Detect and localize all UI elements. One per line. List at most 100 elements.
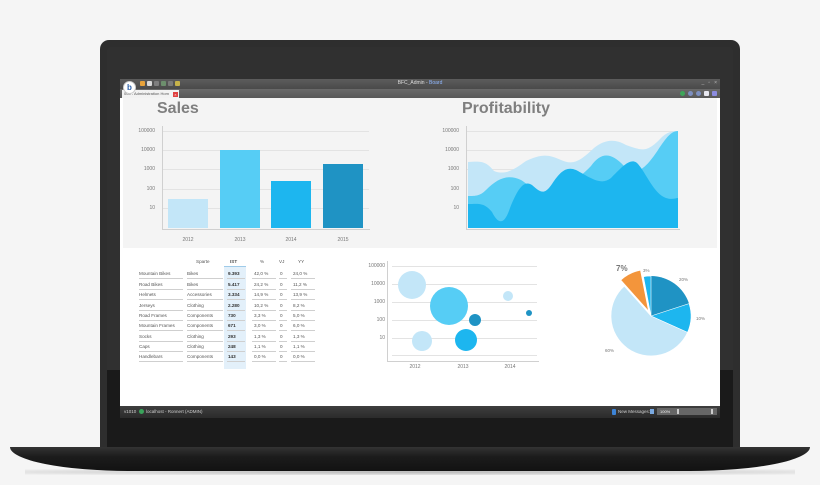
profitability-area-svg	[468, 131, 678, 228]
connection-icon	[139, 409, 144, 414]
cell-pct: 1,1 %	[254, 344, 266, 349]
header-vj[interactable]: VJ	[279, 259, 285, 264]
minimize-button[interactable]: _	[701, 80, 705, 86]
zoom-slider-thumb[interactable]	[677, 409, 679, 414]
window-controls: _ ▫ ×	[702, 80, 717, 86]
bubble-x-2012: 2012	[409, 364, 421, 370]
window-icon[interactable]	[712, 91, 717, 96]
qat-icon-4[interactable]	[161, 81, 166, 86]
cell-pct: 1,3 %	[254, 334, 266, 339]
table-row[interactable]: Mountain Frames Components 671 3,0 % 0 6…	[139, 321, 315, 331]
cell-yy: 8,2 %	[293, 303, 305, 308]
qat-icon-3[interactable]	[154, 81, 159, 86]
table-row[interactable]: Handlebars Components 143 0,0 % 0 0,0 %	[139, 352, 315, 362]
version-label: v1010	[124, 409, 137, 414]
header-yy[interactable]: YY	[298, 259, 305, 264]
maximize-button[interactable]: ▫	[708, 80, 711, 86]
zoom-level: 100%	[660, 409, 671, 414]
cell-product: Socks	[139, 334, 152, 339]
new-messages-link[interactable]: New Messages: 1	[618, 409, 654, 414]
cell-pct: 3,0 %	[254, 323, 266, 328]
sales-x-2013: 2013	[234, 237, 246, 243]
laptop-shadow	[25, 469, 795, 475]
tab-label: 000 - Administration Hom	[124, 91, 169, 96]
cell-yy: 6,0 %	[293, 323, 305, 328]
bubble-point	[398, 271, 426, 299]
area-series-front	[468, 161, 678, 228]
profitability-title: Profitability	[462, 100, 551, 117]
window-title-prefix: BFC_Admin -	[397, 80, 430, 86]
cell-ist: 9.393	[228, 271, 240, 276]
cell-product: Mountain Frames	[139, 323, 175, 328]
pie-label-3: 3%	[643, 268, 650, 273]
app-window: BFC_Admin - Board _ ▫ × b 000 - Administ…	[120, 79, 720, 418]
ist-header-underline	[224, 266, 246, 267]
app-logo-letter: b	[127, 82, 132, 92]
table-row[interactable]: Jerseys Clothing 2.280 10,2 % 0 8,2 %	[139, 301, 315, 311]
cell-pct: 0,0 %	[254, 354, 266, 359]
qat-icon-6[interactable]	[175, 81, 180, 86]
cell-yy: 1,1 %	[293, 344, 305, 349]
app-logo-button[interactable]: b	[123, 81, 136, 94]
bubble-point	[526, 310, 532, 316]
tab-close-icon[interactable]: ×	[172, 91, 178, 97]
qat-icon-5[interactable]	[168, 81, 173, 86]
cell-yy: 5,0 %	[293, 313, 305, 318]
sales-bar-2012[interactable]	[168, 199, 208, 228]
cell-ist: 3.334	[228, 292, 240, 297]
status-bar: v1010 localhost - Ronnert (ADMIN) New Me…	[120, 406, 720, 418]
bubble-point	[469, 314, 481, 326]
sales-bar-2015[interactable]	[323, 164, 363, 228]
title-bar: BFC_Admin - Board _ ▫ ×	[120, 79, 720, 89]
cell-yy: 11,2 %	[293, 282, 307, 287]
table-row[interactable]: Helmets Accessories 3.334 14,9 % 0 13,9 …	[139, 290, 315, 300]
dashboard-content: Sales 100000 10000 1000 100 10 2012 20	[123, 98, 717, 406]
cell-vj: 0	[280, 303, 283, 308]
sales-bar-2014[interactable]	[271, 181, 311, 228]
tab-bar: 000 - Administration Hom ×	[120, 89, 720, 98]
bubble-point	[503, 291, 513, 301]
cell-pct: 10,2 %	[254, 303, 269, 308]
table-row[interactable]: Mountain Bikes Bikes 9.393 42,0 % 0 24,0…	[139, 269, 315, 279]
refresh-icon[interactable]	[680, 91, 685, 96]
cell-vj: 0	[280, 271, 283, 276]
cell-pct: 3,3 %	[254, 313, 266, 318]
nav-forward-icon[interactable]	[696, 91, 701, 96]
table-row[interactable]: Road Frames Components 730 3,3 % 0 5,0 %	[139, 311, 315, 321]
header-pct[interactable]: %	[260, 259, 265, 264]
cell-pct: 14,9 %	[254, 292, 269, 297]
bubble-point	[412, 331, 432, 351]
cell-vj: 0	[280, 292, 283, 297]
qat-icon-1[interactable]	[140, 81, 145, 86]
cell-sparte: Components	[187, 354, 214, 359]
cell-product: Road Bikes	[139, 282, 163, 287]
zoom-slider[interactable]: 100%	[657, 408, 717, 415]
sales-bar-2013[interactable]	[220, 150, 260, 228]
header-ist[interactable]: IST	[230, 259, 238, 264]
tab-administration-home[interactable]: 000 - Administration Hom ×	[122, 90, 179, 98]
page-icon[interactable]	[650, 409, 654, 414]
sales-x-2015: 2015	[337, 237, 349, 243]
cell-sparte: Components	[187, 313, 214, 318]
cell-ist: 671	[228, 323, 236, 328]
close-button[interactable]: ×	[714, 80, 717, 86]
connection-label[interactable]: localhost - Ronnert (ADMIN)	[146, 409, 203, 414]
cell-vj: 0	[280, 282, 283, 287]
window-title: BFC_Admin - Board	[120, 80, 720, 86]
qat-icon-2[interactable]	[147, 81, 152, 86]
cell-product: Helmets	[139, 292, 156, 297]
cell-ist: 293	[228, 334, 236, 339]
table-row[interactable]: Socks Clothing 293 1,3 % 0 1,3 %	[139, 332, 315, 342]
pie-label-60: 60%	[605, 348, 615, 353]
save-icon[interactable]	[704, 91, 709, 96]
nav-back-icon[interactable]	[688, 91, 693, 96]
pie-svg	[610, 270, 692, 357]
table-row[interactable]: Road Bikes Bikes 5.417 24,2 % 0 11,2 %	[139, 280, 315, 290]
zoom-in-icon[interactable]	[711, 409, 713, 414]
cell-ist: 143	[228, 354, 236, 359]
cell-ist: 5.417	[228, 282, 240, 287]
header-sparte[interactable]: Sparte	[196, 259, 210, 264]
table-row[interactable]: Caps Clothing 248 1,1 % 0 1,1 %	[139, 342, 315, 352]
ist-column-highlight	[224, 266, 246, 369]
